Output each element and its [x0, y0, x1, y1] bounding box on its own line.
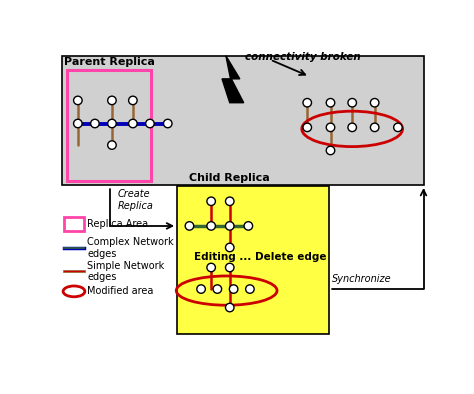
Circle shape	[128, 96, 137, 105]
Circle shape	[207, 222, 215, 230]
Text: Child Replica: Child Replica	[190, 173, 270, 183]
Circle shape	[303, 98, 311, 107]
Circle shape	[226, 303, 234, 312]
FancyBboxPatch shape	[63, 56, 423, 185]
Circle shape	[146, 119, 154, 128]
Circle shape	[326, 123, 335, 132]
Circle shape	[394, 123, 402, 132]
Text: Synchronize: Synchronize	[332, 275, 392, 284]
Circle shape	[108, 96, 116, 105]
Polygon shape	[222, 56, 244, 103]
Circle shape	[108, 119, 116, 128]
Circle shape	[207, 263, 215, 272]
Text: connectivity broken: connectivity broken	[245, 52, 361, 62]
Text: Replica Area: Replica Area	[87, 219, 148, 229]
Circle shape	[185, 222, 194, 230]
Text: Modified area: Modified area	[87, 286, 154, 296]
Circle shape	[226, 243, 234, 252]
Text: Complex Network
edges: Complex Network edges	[87, 238, 174, 259]
Circle shape	[91, 119, 99, 128]
Circle shape	[128, 119, 137, 128]
Circle shape	[246, 285, 254, 293]
FancyBboxPatch shape	[67, 70, 151, 181]
Circle shape	[326, 98, 335, 107]
Circle shape	[326, 146, 335, 155]
Circle shape	[226, 222, 234, 230]
FancyBboxPatch shape	[177, 186, 329, 334]
Circle shape	[348, 98, 356, 107]
Circle shape	[197, 285, 205, 293]
Text: Parent Replica: Parent Replica	[64, 57, 155, 67]
Circle shape	[226, 263, 234, 272]
Text: Editing ... Delete edge: Editing ... Delete edge	[194, 252, 327, 262]
Circle shape	[370, 123, 379, 132]
Circle shape	[226, 197, 234, 206]
Circle shape	[229, 285, 238, 293]
Circle shape	[73, 96, 82, 105]
Circle shape	[303, 123, 311, 132]
Circle shape	[213, 285, 222, 293]
Circle shape	[244, 222, 253, 230]
Circle shape	[73, 119, 82, 128]
Text: Create
Replica: Create Replica	[118, 189, 153, 210]
Circle shape	[108, 141, 116, 149]
Circle shape	[370, 98, 379, 107]
Circle shape	[348, 123, 356, 132]
Circle shape	[207, 197, 215, 206]
Text: Simple Network
edges: Simple Network edges	[87, 260, 164, 282]
Circle shape	[164, 119, 172, 128]
